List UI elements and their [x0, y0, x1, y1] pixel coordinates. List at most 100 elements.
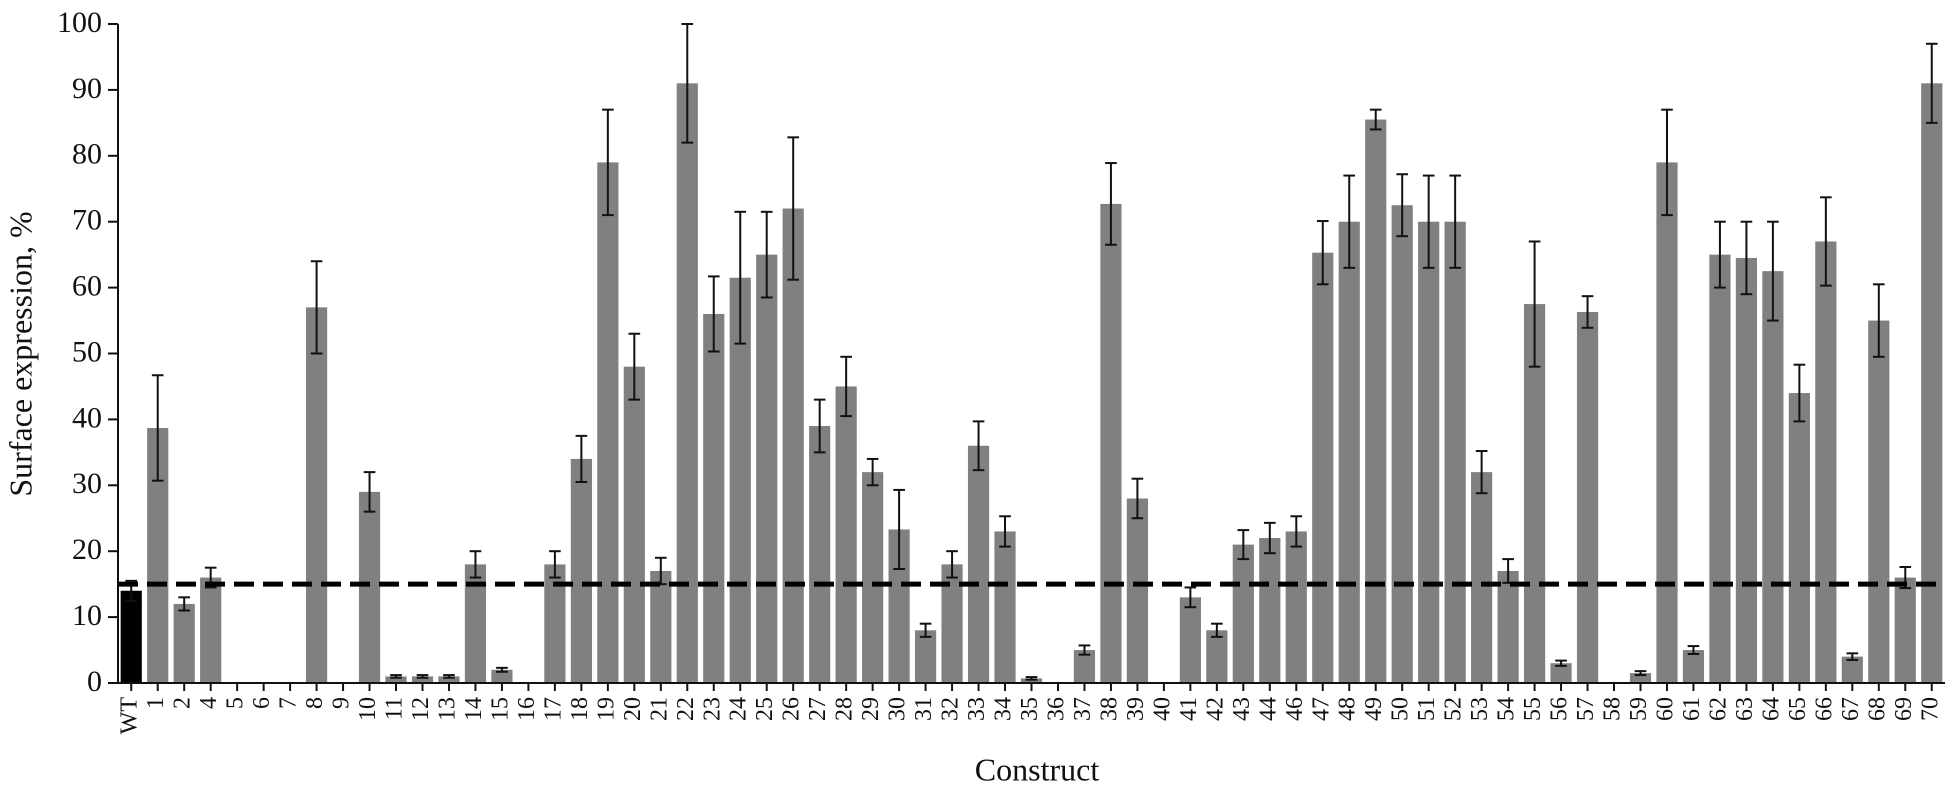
bar	[1312, 252, 1334, 683]
error-bar	[840, 355, 852, 418]
x-tick-label: 13	[434, 697, 460, 721]
error-bar	[628, 332, 641, 401]
x-tick-label: 26	[779, 697, 805, 721]
error-bar	[549, 550, 561, 579]
bar	[914, 630, 937, 683]
x-tick-label: 46	[1282, 697, 1308, 721]
bar	[1629, 673, 1652, 683]
error-bar	[1555, 659, 1567, 667]
x-tick-label: 24	[726, 697, 752, 721]
y-tick-label: 60	[72, 269, 102, 302]
bar	[809, 425, 831, 683]
x-tick-label: 19	[593, 697, 619, 721]
error-bar	[1581, 295, 1594, 329]
y-tick-label: 0	[87, 665, 102, 698]
x-tick-label: 53	[1467, 697, 1493, 721]
x-tick-label: 55	[1520, 697, 1546, 721]
x-tick-label: 66	[1811, 697, 1837, 721]
x-tick-label: 47	[1308, 697, 1334, 721]
error-bar	[707, 275, 720, 353]
bar	[1126, 498, 1149, 683]
bar	[1656, 162, 1678, 683]
x-tick-label: 57	[1573, 697, 1599, 721]
x-tick-label: 64	[1758, 697, 1784, 721]
error-bar	[1872, 283, 1885, 358]
error-bar	[443, 674, 455, 679]
x-tick-label: 5	[223, 697, 249, 709]
bar	[438, 676, 460, 683]
error-bar	[1846, 652, 1859, 661]
y-tick-label: 10	[72, 599, 102, 632]
error-bar	[1687, 645, 1700, 656]
y-tick-label: 50	[72, 335, 102, 368]
x-tick-label: 18	[567, 697, 593, 721]
error-bar	[1263, 521, 1276, 555]
x-tick-label: 4	[196, 697, 222, 709]
bar	[1338, 221, 1360, 683]
x-tick-label: 48	[1335, 697, 1361, 721]
error-bar	[946, 550, 958, 579]
error-bar	[602, 108, 614, 217]
x-tick-label: 65	[1785, 697, 1811, 721]
bar	[1788, 393, 1810, 683]
x-tick-label: 23	[699, 697, 725, 721]
x-tick-label: 11	[382, 697, 408, 720]
error-bar	[363, 471, 376, 513]
error-bar	[1211, 622, 1223, 638]
bar	[1735, 257, 1758, 683]
x-tick-label: 38	[1096, 697, 1122, 721]
bar	[491, 669, 513, 683]
bar	[835, 386, 857, 683]
error-bar	[1925, 42, 1938, 124]
x-tick-label: 40	[1149, 697, 1175, 721]
x-tick-label: 56	[1547, 697, 1573, 721]
bar	[1285, 531, 1307, 683]
x-tick-label: 41	[1176, 697, 1202, 721]
x-tick-label: 51	[1414, 697, 1440, 721]
bar	[862, 472, 884, 683]
error-bar	[866, 457, 879, 487]
bar	[703, 313, 725, 683]
error-bar	[1184, 586, 1197, 609]
bar	[1232, 544, 1254, 683]
x-tick-label: 2	[170, 697, 196, 709]
x-tick-label: 28	[832, 697, 858, 721]
bar	[1550, 663, 1572, 683]
x-tick-label: 30	[885, 697, 911, 721]
bar	[1365, 119, 1387, 684]
bar	[756, 254, 778, 683]
x-tick-label: 35	[1017, 697, 1043, 721]
error-bar	[1422, 174, 1435, 269]
x-tick-label: 61	[1679, 697, 1705, 721]
bar	[1841, 656, 1863, 683]
bar	[888, 529, 910, 683]
x-tick-label: 39	[1123, 697, 1149, 721]
y-tick-label: 20	[72, 533, 102, 566]
x-tick-label: 27	[805, 697, 831, 721]
x-tick-label: 37	[1070, 697, 1096, 721]
x-tick-label: 68	[1864, 697, 1890, 721]
x-tick-label: 25	[752, 697, 778, 721]
bar	[544, 564, 566, 683]
error-bar	[1634, 670, 1647, 677]
bar	[1073, 650, 1096, 683]
bar	[1762, 271, 1784, 683]
x-tick-label: 70	[1917, 697, 1943, 721]
x-tick-label: 63	[1732, 697, 1758, 721]
error-bar	[1290, 515, 1303, 548]
x-tick-label: 52	[1441, 697, 1467, 721]
bar	[1418, 221, 1440, 683]
bar	[676, 83, 698, 683]
error-bar	[999, 515, 1011, 548]
x-tick-label: 62	[1705, 697, 1731, 721]
bar	[1206, 630, 1228, 683]
error-bar	[760, 210, 773, 299]
x-tick-label: 33	[964, 697, 990, 721]
bar	[570, 458, 592, 683]
error-bar	[1316, 220, 1329, 286]
error-bar	[919, 622, 932, 638]
x-tick-label: WT	[117, 697, 143, 735]
error-bar	[469, 550, 482, 579]
error-bar	[681, 23, 694, 144]
error-bar	[1740, 220, 1753, 296]
